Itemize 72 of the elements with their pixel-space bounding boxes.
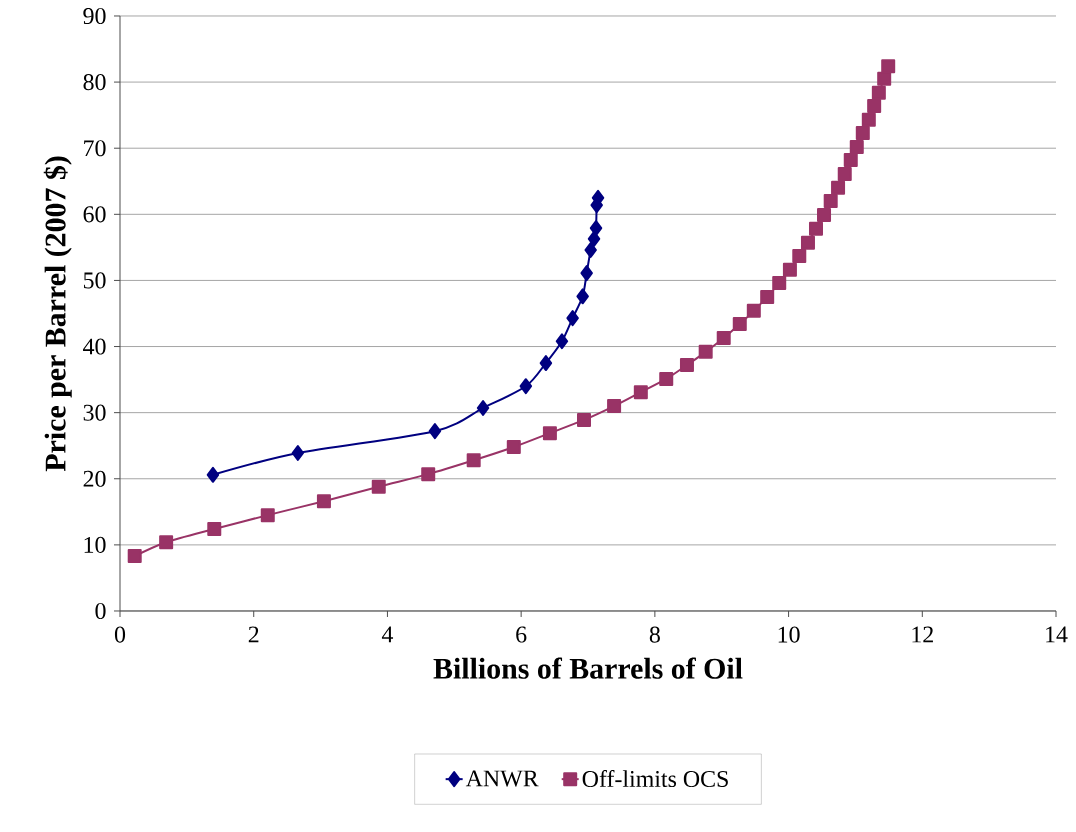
point (580, 265, 593, 282)
point (466, 453, 481, 468)
y-axis-title: Price per Barrel (2007 $) (43, 156, 72, 472)
y-tick-label: 90 (83, 7, 106, 25)
point (421, 467, 436, 482)
point (206, 466, 220, 483)
x-tick-label: 14 (1046, 626, 1068, 643)
x-tick-label: 0 (114, 626, 126, 643)
point (607, 399, 622, 414)
point (861, 112, 876, 127)
point (371, 479, 386, 494)
point (782, 262, 797, 277)
y-tick-label: 50 (83, 272, 106, 289)
x-axis-title: Billions of Barrels of Oil (433, 657, 743, 679)
point (207, 522, 222, 537)
point (800, 235, 815, 250)
point (633, 385, 648, 400)
point (871, 85, 886, 100)
y-tick-label: 70 (84, 140, 106, 157)
point (792, 248, 807, 263)
y-tick-label: 10 (84, 536, 106, 553)
point (127, 549, 142, 564)
point (539, 355, 553, 372)
point (831, 180, 846, 195)
y-tick-label: 80 (83, 74, 106, 91)
point (555, 333, 569, 350)
y-tick-label: 30 (83, 404, 106, 421)
point (587, 230, 601, 247)
point (576, 288, 589, 305)
x-tick-label: 10 (778, 626, 800, 643)
point (566, 310, 579, 327)
point (772, 276, 787, 291)
point (877, 71, 892, 86)
point (698, 344, 713, 359)
point (716, 330, 731, 345)
point (159, 535, 174, 550)
point (291, 444, 305, 461)
y-tick-label: 20 (83, 470, 106, 487)
legend-label: Off-limits OCS (582, 769, 728, 788)
point (837, 166, 852, 181)
legend-label: ANWR (465, 770, 539, 787)
point (849, 139, 864, 154)
point (843, 153, 858, 168)
point (506, 440, 521, 455)
point (428, 423, 442, 440)
point (260, 508, 275, 523)
point (855, 126, 870, 140)
x-tick-label: 6 (516, 626, 527, 643)
y-tick-label: 0 (95, 602, 106, 620)
point (659, 371, 674, 386)
x-tick-label: 12 (912, 626, 933, 643)
point (881, 59, 896, 74)
x-tick-label: 4 (381, 626, 394, 643)
point (476, 400, 490, 417)
x-tick-label: 8 (649, 626, 660, 643)
point (867, 98, 882, 113)
point (809, 221, 823, 236)
point (817, 207, 832, 222)
y-tick-label: 40 (83, 338, 106, 355)
point (584, 242, 597, 259)
point (760, 289, 775, 304)
point (589, 220, 603, 237)
point (746, 303, 761, 318)
point (542, 426, 557, 441)
point (316, 494, 331, 509)
point (679, 358, 694, 373)
x-tick-label: 2 (248, 626, 259, 643)
y-tick-label: 60 (83, 206, 106, 223)
point (519, 378, 533, 395)
point (732, 317, 747, 332)
point (823, 194, 838, 209)
point (577, 412, 591, 427)
